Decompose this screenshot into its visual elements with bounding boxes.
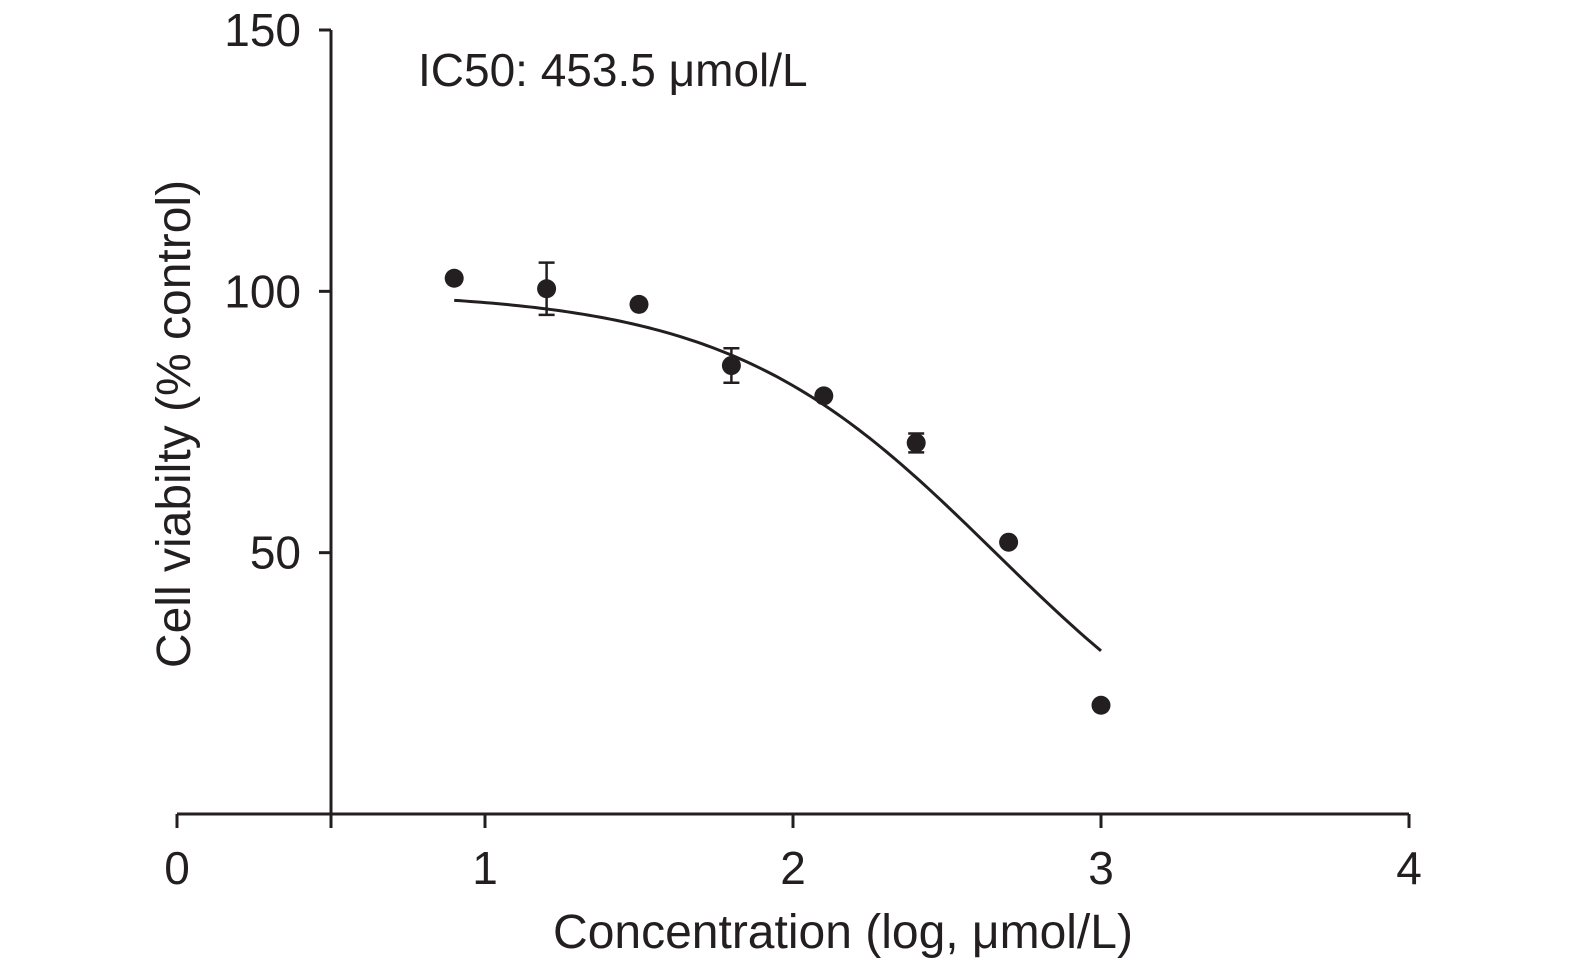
x-tick-label: 4 <box>1396 842 1422 894</box>
data-point <box>629 294 649 314</box>
x-tick-label: 1 <box>472 842 498 894</box>
y-tick-label: 50 <box>250 527 301 579</box>
x-tick-label: 2 <box>780 842 806 894</box>
axes <box>177 30 1409 816</box>
data-point <box>444 268 464 288</box>
ic50-annotation: IC50: 453.5 μmol/L <box>418 44 808 96</box>
data-point <box>814 386 834 406</box>
fit-layer <box>454 298 1102 652</box>
y-tick-label: 100 <box>224 265 301 317</box>
y-tick-label: 150 <box>224 4 301 56</box>
x-ticks: 0 1 2 3 4 <box>164 814 1422 894</box>
x-tick-label: 3 <box>1088 842 1114 894</box>
data-point <box>537 279 557 299</box>
data-points <box>444 261 1111 715</box>
data-point <box>906 433 926 453</box>
data-point <box>721 356 741 376</box>
fit-curve <box>454 298 1102 652</box>
data-point <box>999 532 1019 552</box>
y-axis-label: Cell viabilty (% control) <box>148 180 201 668</box>
x-tick-label: 0 <box>164 842 190 894</box>
x-axis-label: Concentration (log, μmol/L) <box>553 906 1133 959</box>
y-ticks: 50 100 150 <box>224 4 331 579</box>
data-point <box>1091 695 1111 715</box>
